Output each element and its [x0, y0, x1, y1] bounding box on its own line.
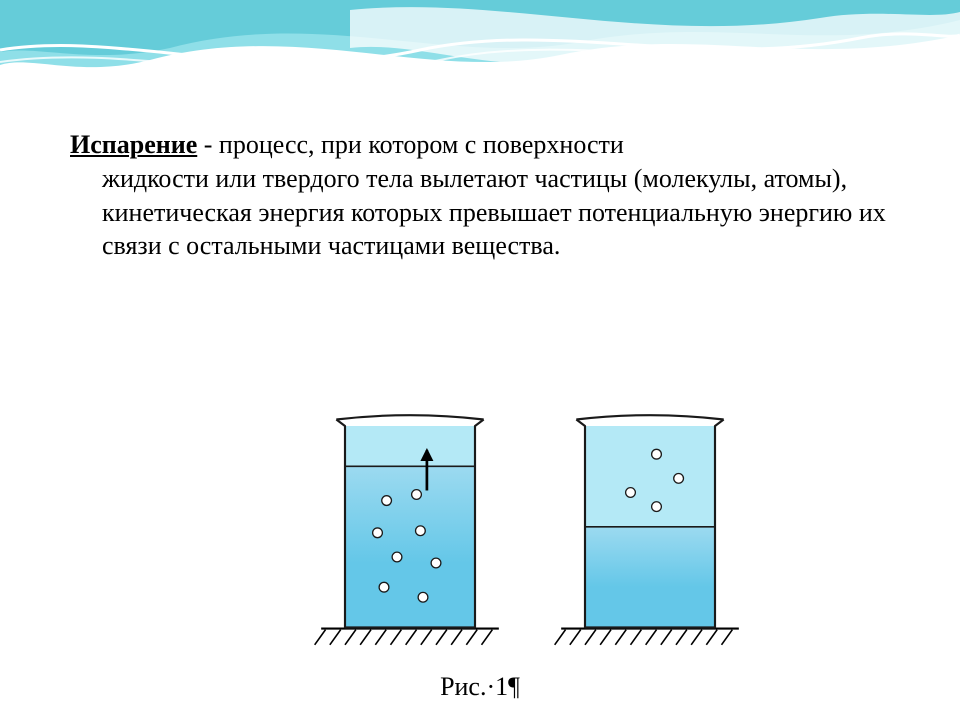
definition-block: Испарение - процесс, при котором с повер… — [70, 128, 890, 263]
figure — [0, 400, 960, 680]
beaker-right — [540, 400, 760, 660]
definition-text: Испарение - процесс, при котором с повер… — [70, 128, 890, 263]
beaker-left — [300, 400, 520, 660]
wave-header — [0, 0, 960, 120]
term: Испарение — [70, 130, 197, 159]
